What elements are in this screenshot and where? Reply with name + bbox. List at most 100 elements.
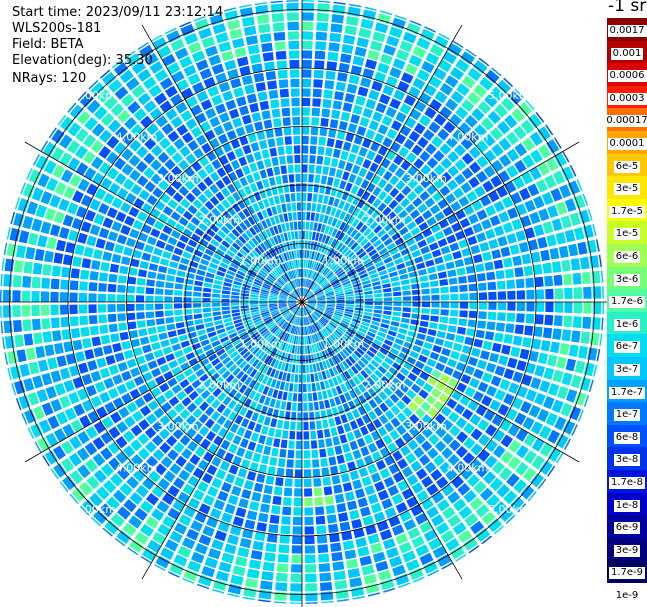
range-gate-cell (128, 330, 139, 339)
range-gate-cell (287, 334, 292, 343)
range-gate-cell (18, 126, 33, 143)
range-gate-cell (351, 353, 359, 362)
range-gate-cell (460, 374, 472, 385)
range-gate-cell (265, 319, 274, 326)
range-gate-cell (318, 233, 324, 242)
range-gate-cell (497, 312, 506, 321)
range-gate-cell (473, 552, 489, 567)
range-gate-cell (515, 461, 529, 476)
range-gate-cell (510, 496, 525, 511)
range-gate-cell (269, 306, 278, 309)
range-gate-cell (49, 224, 61, 237)
range-gate-cell (405, 559, 420, 572)
range-gate-cell (222, 356, 231, 365)
range-gate-cell (132, 347, 143, 357)
range-gate-cell (252, 347, 260, 355)
range-gate-cell (230, 138, 241, 149)
range-gate-cell (244, 257, 253, 265)
range-gate-cell (152, 421, 164, 433)
range-gate-cell (172, 192, 184, 203)
colorbar-tick-label: 3e-9 (613, 544, 641, 557)
range-gate-cell (134, 397, 146, 408)
range-gate-cell (121, 393, 133, 404)
range-gate-cell (315, 382, 321, 391)
range-gate-cell (344, 333, 352, 341)
range-gate-cell (403, 341, 413, 349)
range-gate-cell (438, 219, 450, 229)
range-gate-cell (516, 445, 529, 459)
range-gate-cell (208, 548, 221, 560)
range-gate-cell (450, 578, 466, 593)
range-gate-cell (286, 203, 292, 212)
range-gate-cell (484, 44, 500, 59)
range-gate-cell (78, 292, 88, 302)
range-gate-cell (545, 288, 554, 300)
range-gate-cell (221, 294, 230, 299)
range-gate-cell (359, 116, 370, 128)
range-gate-cell (164, 172, 176, 184)
range-gate-cell (362, 414, 371, 424)
range-gate-cell (317, 264, 323, 272)
range-gate-cell (393, 302, 402, 307)
range-gate-cell (289, 304, 297, 309)
range-gate-cell (564, 229, 576, 243)
range-gate-cell (136, 160, 148, 173)
range-gate-cell (108, 364, 119, 376)
range-gate-cell (401, 284, 411, 291)
range-gate-cell (279, 448, 287, 458)
range-gate-cell (227, 399, 237, 410)
range-gate-cell (286, 241, 291, 251)
range-gate-cell (287, 324, 292, 333)
range-gate-cell (345, 299, 355, 302)
range-gate-cell (90, 140, 104, 154)
range-gate-cell (200, 121, 211, 133)
range-gate-cell (369, 273, 379, 279)
range-gate-cell (368, 346, 378, 355)
range-gate-cell (317, 0, 331, 3)
range-gate-cell (144, 352, 155, 362)
range-gate-cell (100, 334, 111, 345)
range-gate-cell (401, 466, 414, 478)
range-gate-cell (154, 463, 167, 476)
range-gate-cell (529, 131, 543, 146)
range-gate-cell (494, 104, 508, 118)
range-gate-cell (196, 90, 209, 102)
range-gate-cell (194, 280, 203, 287)
range-gate-cell (420, 314, 430, 321)
range-gate-cell (578, 157, 592, 173)
range-gate-cell (133, 375, 145, 386)
range-gate-cell (434, 413, 446, 425)
range-gate-cell (206, 228, 216, 237)
range-gate-cell (382, 84, 395, 96)
range-gate-cell (498, 137, 512, 151)
range-gate-cell (166, 30, 181, 43)
range-gate-cell (383, 297, 393, 302)
range-gate-cell (468, 356, 478, 367)
range-gate-cell (225, 99, 237, 111)
range-gate-cell (312, 193, 318, 203)
range-gate-cell (60, 116, 74, 131)
range-gate-cell (328, 378, 335, 388)
range-gate-cell (340, 373, 347, 382)
range-gate-cell (116, 294, 126, 302)
range-gate-cell (265, 218, 272, 228)
range-gate-cell (370, 373, 380, 383)
range-gate-cell (346, 558, 359, 569)
range-gate-cell (286, 353, 291, 363)
range-gate-cell (352, 283, 362, 288)
range-gate-cell (249, 329, 258, 336)
range-gate-cell (244, 277, 253, 283)
range-gate-cell (387, 352, 397, 361)
range-gate-cell (441, 447, 453, 460)
range-gate-cell (212, 293, 221, 298)
range-gate-cell (443, 340, 454, 349)
range-gate-cell (515, 278, 525, 289)
range-gate-cell (156, 588, 172, 602)
range-gate-cell (375, 438, 385, 450)
range-gate-cell (293, 221, 298, 230)
range-gate-cell (503, 393, 515, 406)
range-gate-cell (203, 188, 214, 199)
range-gate-cell (345, 291, 354, 295)
range-gate-cell (157, 45, 172, 59)
range-gate-cell (475, 504, 490, 518)
